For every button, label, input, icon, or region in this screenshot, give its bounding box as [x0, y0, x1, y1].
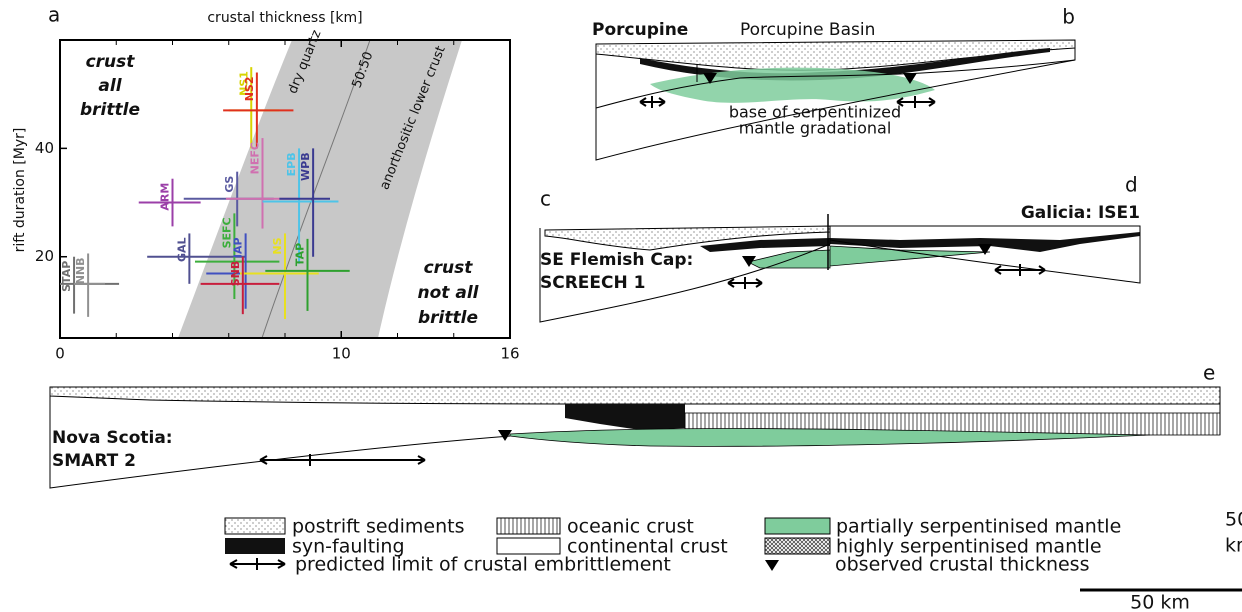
scale-label: 50	[1225, 509, 1242, 531]
legend-label: partially serpentinised mantle	[836, 516, 1121, 538]
legend-label: predicted limit of crustal embrittlement	[295, 554, 671, 576]
cross-label: NS	[271, 237, 284, 254]
y-axis-label: rift duration [Myr]	[12, 128, 28, 253]
cross-label: ARM	[159, 183, 172, 211]
panel-a: a crustal thickness [km] rift duration […	[12, 3, 520, 363]
legend: postrift sediments oceanic crust partial…	[225, 516, 1121, 576]
legend-label: postrift sediments	[292, 516, 464, 538]
region-text: crust	[86, 52, 136, 72]
panel-label: b	[1062, 5, 1075, 29]
section-title: Porcupine	[592, 20, 688, 40]
panel-label: c	[540, 187, 551, 211]
legend-label: observed crustal thickness	[835, 554, 1089, 576]
panel-b: b Porcupine Porcupine Basin base of serp…	[592, 5, 1075, 161]
panel-label: d	[1125, 173, 1138, 197]
legend-swatch	[765, 518, 830, 534]
cross-label: WPB	[299, 152, 312, 181]
x-axis-label: crustal thickness [km]	[207, 10, 362, 26]
legend-swatch	[225, 518, 285, 534]
section-title: SE Flemish Cap:	[540, 250, 693, 270]
legend-label: oceanic crust	[567, 516, 694, 538]
legend-swatch	[765, 560, 779, 571]
section-title: Nova Scotia:	[52, 428, 173, 448]
partially-serpentinised-mantle	[748, 246, 990, 268]
syn-faulting	[565, 404, 685, 430]
legend-swatch	[765, 538, 830, 554]
panel-label: a	[48, 3, 60, 27]
cross-label: STAP	[60, 261, 73, 292]
legend-swatch	[225, 538, 285, 554]
legend-swatch	[497, 518, 560, 534]
legend-swatch	[230, 558, 285, 570]
region-text: all	[98, 76, 122, 96]
cross-label: TAP	[294, 243, 307, 266]
cross-label: NS2	[243, 77, 256, 102]
postrift-sediments	[50, 387, 1220, 404]
region-text: brittle	[80, 100, 140, 120]
panel-label: e	[1203, 361, 1215, 385]
legend-swatch	[497, 538, 560, 554]
cross-label: GS	[223, 176, 236, 193]
cross-label: NEFC	[249, 142, 262, 174]
region-text: not all	[418, 283, 480, 303]
y-tick-label: 40	[35, 139, 54, 157]
y-tick-label: 20	[35, 247, 54, 265]
region-text: crust	[424, 258, 474, 278]
cross-label: IAP	[232, 237, 245, 258]
section-title: Porcupine Basin	[740, 20, 875, 40]
cross-label: NNB	[74, 257, 87, 284]
cross-label: SNB	[229, 261, 242, 287]
section-title: SCREECH 1	[540, 273, 646, 293]
cross-label: GAL	[175, 237, 188, 262]
region-text: brittle	[418, 308, 478, 328]
x-tick-label: 16	[500, 345, 519, 363]
section-note: mantle gradational	[739, 119, 892, 138]
embrittlement-limit	[260, 454, 425, 466]
section-title: SMART 2	[52, 451, 136, 471]
figure: a crustal thickness [km] rift duration […	[0, 0, 1242, 612]
cross-label: EPB	[285, 152, 298, 176]
scale-label: km	[1225, 535, 1242, 557]
section-title: Galicia: ISE1	[1021, 203, 1140, 223]
panel-e: e Nova Scotia: SMART 2	[50, 361, 1220, 489]
x-tick-label: 10	[332, 345, 351, 363]
panel-c-d: c d Galicia: ISE1 SE Flemish Cap: SCREEC…	[540, 173, 1140, 323]
x-tick-label: 0	[55, 345, 65, 363]
scale-label: 50 km	[1130, 592, 1190, 612]
